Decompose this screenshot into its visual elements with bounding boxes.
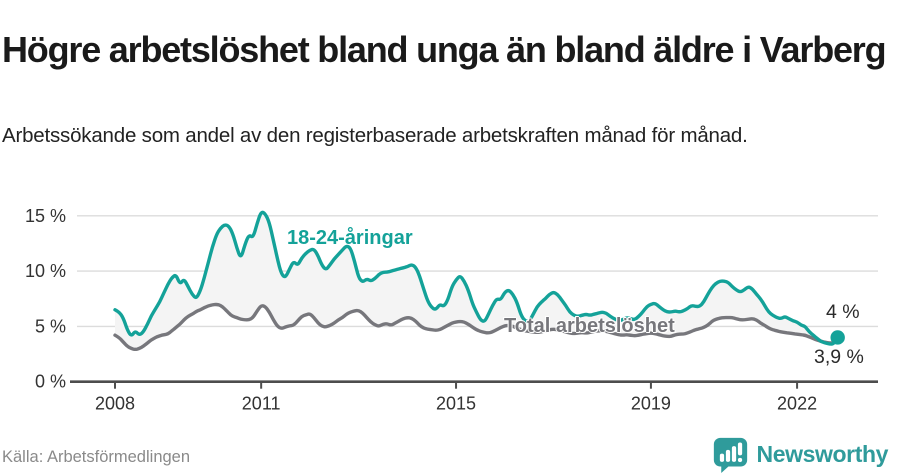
line-young-18-24 [113,210,840,346]
series-label-total: Total arbetslöshet [504,315,675,337]
x-tick-label: 2008 [95,394,135,414]
y-tick-label: 5 % [35,316,66,336]
x-tick-label: 2011 [242,394,281,414]
x-tick-label: 2019 [631,394,671,414]
end-dot [830,330,845,345]
end-value-label-total: 3,9 % [814,346,864,368]
y-tick-label: 10 % [25,261,66,281]
source-note: Källa: Arbetsförmedlingen [2,448,191,466]
x-tick-label: 2015 [436,394,476,414]
page-title: Högre arbetslöshet bland unga än bland ä… [2,29,887,71]
newsworthy-logo-icon [713,437,747,473]
area-between-series [115,212,838,350]
end-value-label-young: 4 % [826,301,860,323]
x-tick-label: 2022 [777,394,817,414]
y-tick-label: 0 % [35,372,66,392]
newsworthy-logo: Newsworthy [712,436,888,473]
page-subtitle: Arbetssökande som andel av den registerb… [2,123,748,147]
line-total-unemployment [113,302,840,352]
series-label-young: 18-24-åringar [287,227,413,249]
y-tick-label: 15 % [25,206,66,226]
newsworthy-logo-text: Newsworthy [756,441,889,467]
